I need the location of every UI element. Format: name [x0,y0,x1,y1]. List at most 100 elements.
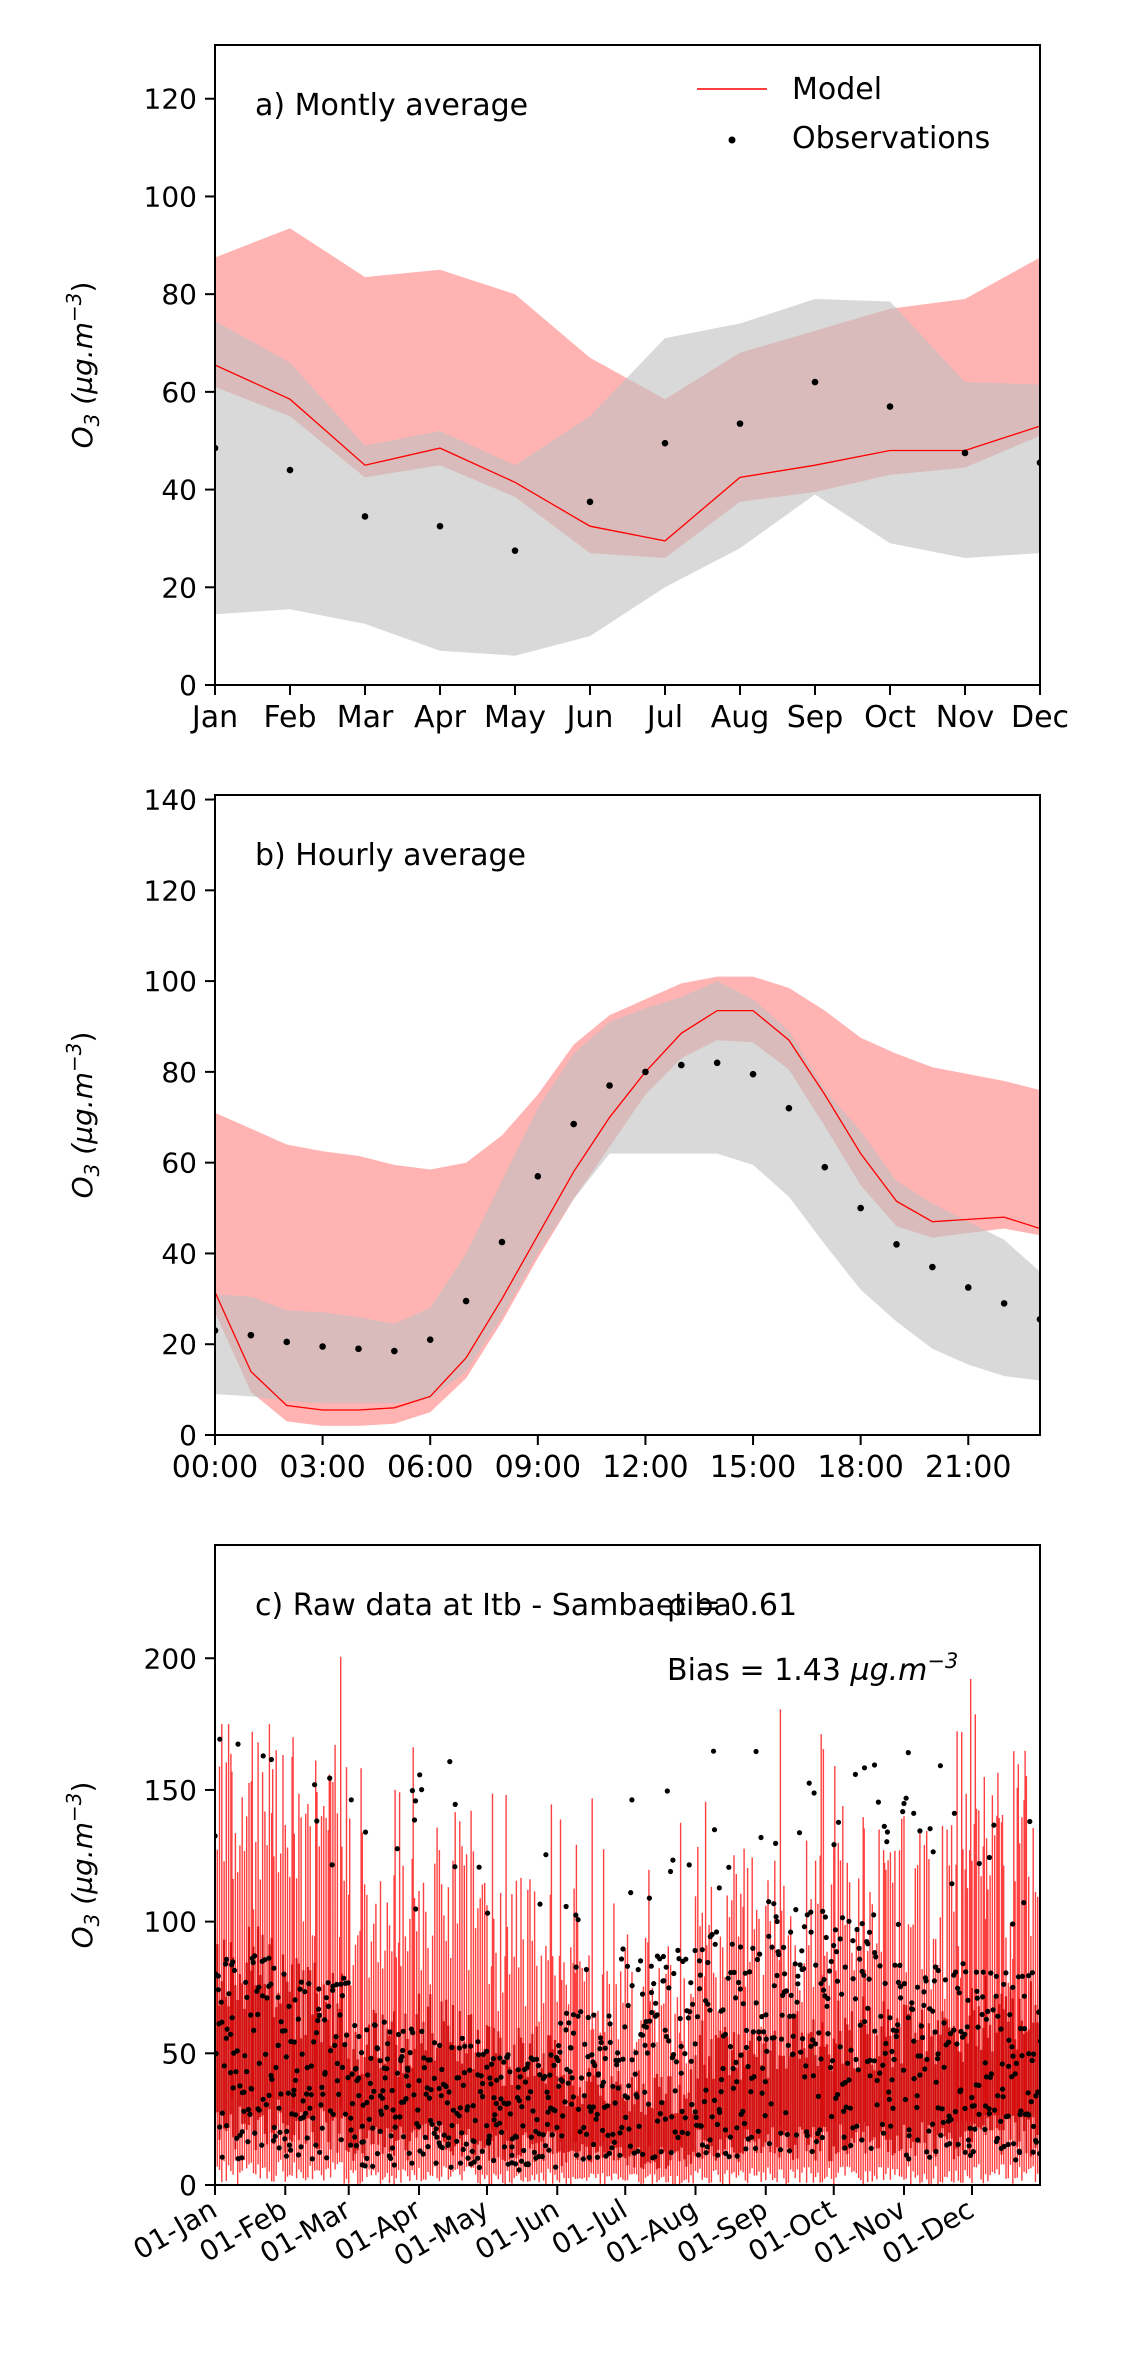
observation-raw-point [1011,2141,1017,2147]
observation-raw-point [796,1830,803,1836]
observation-raw-point [854,2123,860,2129]
observation-raw-point [877,2070,883,2076]
observation-raw-point [266,2092,272,2098]
observation-raw-point [747,1969,753,1975]
observation-raw-point [262,1957,268,1963]
observation-raw-point [244,1994,250,2000]
observation-raw-point [810,2073,817,2079]
y-tick-label: 20 [161,1328,197,1361]
observation-raw-point [906,2156,912,2162]
observation-raw-point [783,2110,789,2116]
observation-raw-point [575,2013,581,2019]
panel-a-frame [214,44,1041,686]
observation-raw-point [298,2144,304,2150]
observation-raw-point [1017,2025,1024,2032]
observation-raw-point [283,2153,289,2159]
observation-raw-point [855,2067,861,2073]
observation-raw-point [228,2070,234,2076]
x-tick-label: 12:00 [602,1450,688,1485]
observation-raw-point [444,2100,450,2106]
observation-raw-point [403,2073,409,2079]
observation-raw-point [666,1985,672,1991]
observation-raw-point [342,2042,348,2048]
observation-raw-point [800,2036,806,2042]
observation-raw-point [783,1988,790,1994]
observation-raw-point [716,1885,722,1891]
y-tick-label: 120 [144,83,197,116]
observation-raw-point [693,2122,700,2128]
observation-raw-point [449,2044,455,2051]
y-tick-label: 80 [161,1056,197,1089]
observation-raw-point [583,2131,590,2137]
observation-raw-point [384,2066,390,2072]
observation-raw-point [902,2096,909,2103]
observation-raw-point [612,2100,618,2106]
observation-raw-point [812,2041,819,2047]
observation-raw-point [819,2134,825,2141]
observation-point [713,1059,721,1067]
observation-raw-point [722,2127,729,2133]
observation-raw-point [521,2147,527,2154]
observation-raw-point [980,1994,986,2000]
observation-raw-point [488,2081,494,2087]
observation-raw-point [629,1797,635,1803]
observation-raw-point [813,2139,820,2145]
observation-raw-point [982,2103,989,2109]
observation-raw-point [276,2105,282,2111]
observation-raw-point [278,2019,284,2025]
observation-raw-point [516,2098,522,2104]
observation-raw-point [773,1914,779,1920]
observation-raw-point [786,2148,793,2154]
observation-raw-point [731,1969,737,1975]
observation-raw-point [751,2074,757,2080]
observation-raw-point [897,1962,903,1968]
observation-raw-point [336,2091,342,2097]
observation-raw-point [891,2056,897,2063]
observation-raw-point [873,1954,879,1960]
observation-raw-point [436,2085,442,2091]
observation-raw-point [554,2124,560,2130]
observation-raw-point [429,2121,435,2127]
observation-raw-point [1001,2143,1007,2150]
observation-raw-point [454,2138,460,2144]
observation-raw-point [217,2124,223,2130]
observation-raw-point [911,1810,917,1816]
observation-raw-point [878,2013,884,2019]
observation-raw-point [534,2056,540,2062]
observation-raw-point [1017,2111,1023,2118]
observation-raw-point [457,2160,464,2166]
observation-raw-point [882,1980,888,1986]
observation-raw-point [568,2045,574,2051]
observation-raw-point [237,2083,243,2089]
observation-raw-point [990,2007,996,2013]
x-tick-label: Jul [645,700,683,735]
observation-raw-point [958,2028,964,2035]
observation-raw-point [629,1983,635,1989]
observation-raw-point [666,2038,672,2044]
observation-raw-point [319,2084,325,2090]
observation-raw-point [586,2154,592,2160]
observation-raw-point [930,2008,936,2014]
observation-raw-point [368,2094,375,2100]
observation-raw-point [441,2132,447,2138]
observation-raw-point [381,2019,387,2025]
observation-raw-point [339,2064,345,2070]
observation-raw-point [215,1973,221,1979]
observation-raw-point [397,2114,403,2120]
observation-point [749,1070,757,1078]
observation-raw-point [646,2101,652,2107]
observation-raw-point [653,2000,659,2006]
observation-raw-point [308,2092,314,2098]
observation-raw-point [304,2135,310,2141]
observation-raw-point [394,1846,400,1852]
observation-raw-point [672,2088,678,2094]
observation-raw-point [839,1915,846,1921]
y-tick-label: 150 [144,1774,197,1807]
observation-raw-point [585,2014,591,2021]
observation-raw-point [699,1947,705,1953]
observation-raw-point [509,2152,515,2158]
observation-raw-point [559,2133,565,2139]
observation-raw-point [794,1999,800,2005]
